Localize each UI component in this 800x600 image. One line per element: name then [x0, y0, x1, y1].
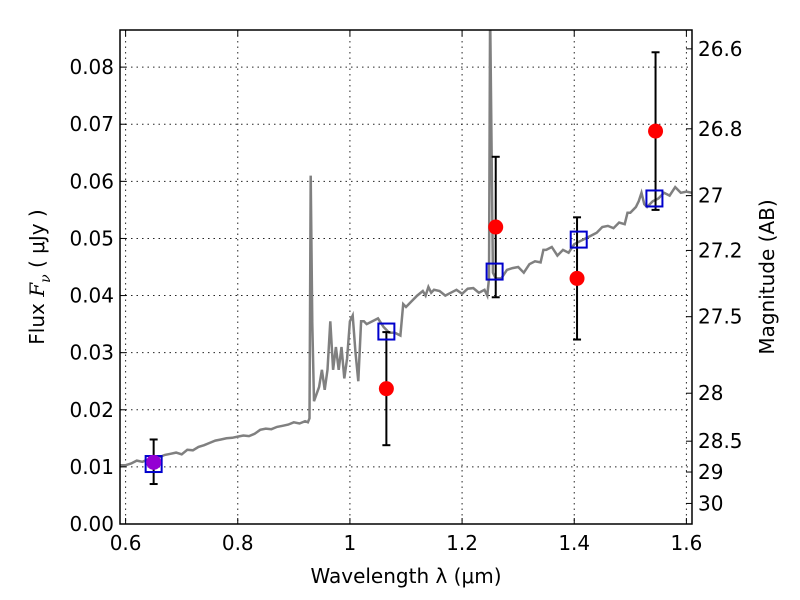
grid-layer	[120, 30, 692, 525]
data-point-marker	[569, 270, 585, 286]
data-point-marker	[648, 123, 664, 139]
y-tick-label: 0.04	[69, 284, 114, 308]
y-tick-label: 0.06	[69, 169, 114, 193]
y2-tick-label: 28	[698, 381, 723, 405]
y-tick-label: 0.02	[69, 398, 114, 422]
y2-tick-label: 26.6	[698, 37, 743, 61]
x-tick-label: 0.6	[110, 531, 142, 555]
y2-tick-label: 30	[698, 491, 723, 515]
y2-tick-label: 26.8	[698, 117, 743, 141]
y-axis-label-symbol: F	[25, 282, 49, 298]
x-tick-label: 1.2	[446, 531, 478, 555]
model-square-marker	[377, 322, 396, 341]
y2-tick-label: 27.2	[698, 238, 743, 262]
y2-tick-label: 27.5	[698, 305, 743, 329]
data-point-marker	[146, 454, 162, 470]
y-tick-label: 0.08	[69, 55, 114, 79]
y-axis-label-prefix: Flux	[25, 297, 49, 345]
y-axis-label: Flux Fν ( μJy )	[25, 209, 54, 344]
y2-tick-label: 29	[698, 460, 723, 484]
x-tick-label: 1	[344, 531, 357, 555]
data-point-marker	[378, 381, 394, 397]
y-tick-label: 0.01	[69, 455, 114, 479]
plot-frame	[119, 29, 693, 525]
y-axis-label-subscript: ν	[38, 274, 54, 283]
y-axis-label-suffix: ( μJy )	[25, 209, 49, 274]
model-square-marker	[569, 230, 588, 249]
x-tick-label: 1.6	[670, 531, 702, 555]
y2-tick-label: 28.5	[698, 429, 743, 453]
model-square-marker	[485, 262, 504, 281]
y2-axis-label: Magnitude (AB)	[755, 199, 779, 354]
x-tick-label: 1.4	[558, 531, 590, 555]
y-tick-label: 0.05	[69, 226, 114, 250]
model-square-marker	[645, 189, 664, 208]
tick-layer: 0.6 0.8 1 1.2 1.4 1.6 0.00 0.01 0.02 0.03 0.04 0.05…	[69, 30, 743, 555]
y-tick-label: 0.00	[69, 512, 114, 536]
spectrum-line	[120, 30, 692, 467]
x-axis-label: Wavelength λ (μm)	[310, 564, 501, 588]
y-tick-label: 0.07	[69, 112, 114, 136]
data-point-marker	[488, 219, 504, 235]
plot-layer	[120, 30, 692, 486]
y-tick-label: 0.03	[69, 341, 114, 365]
y2-tick-label: 27	[698, 184, 723, 208]
x-tick-label: 0.8	[222, 531, 254, 555]
